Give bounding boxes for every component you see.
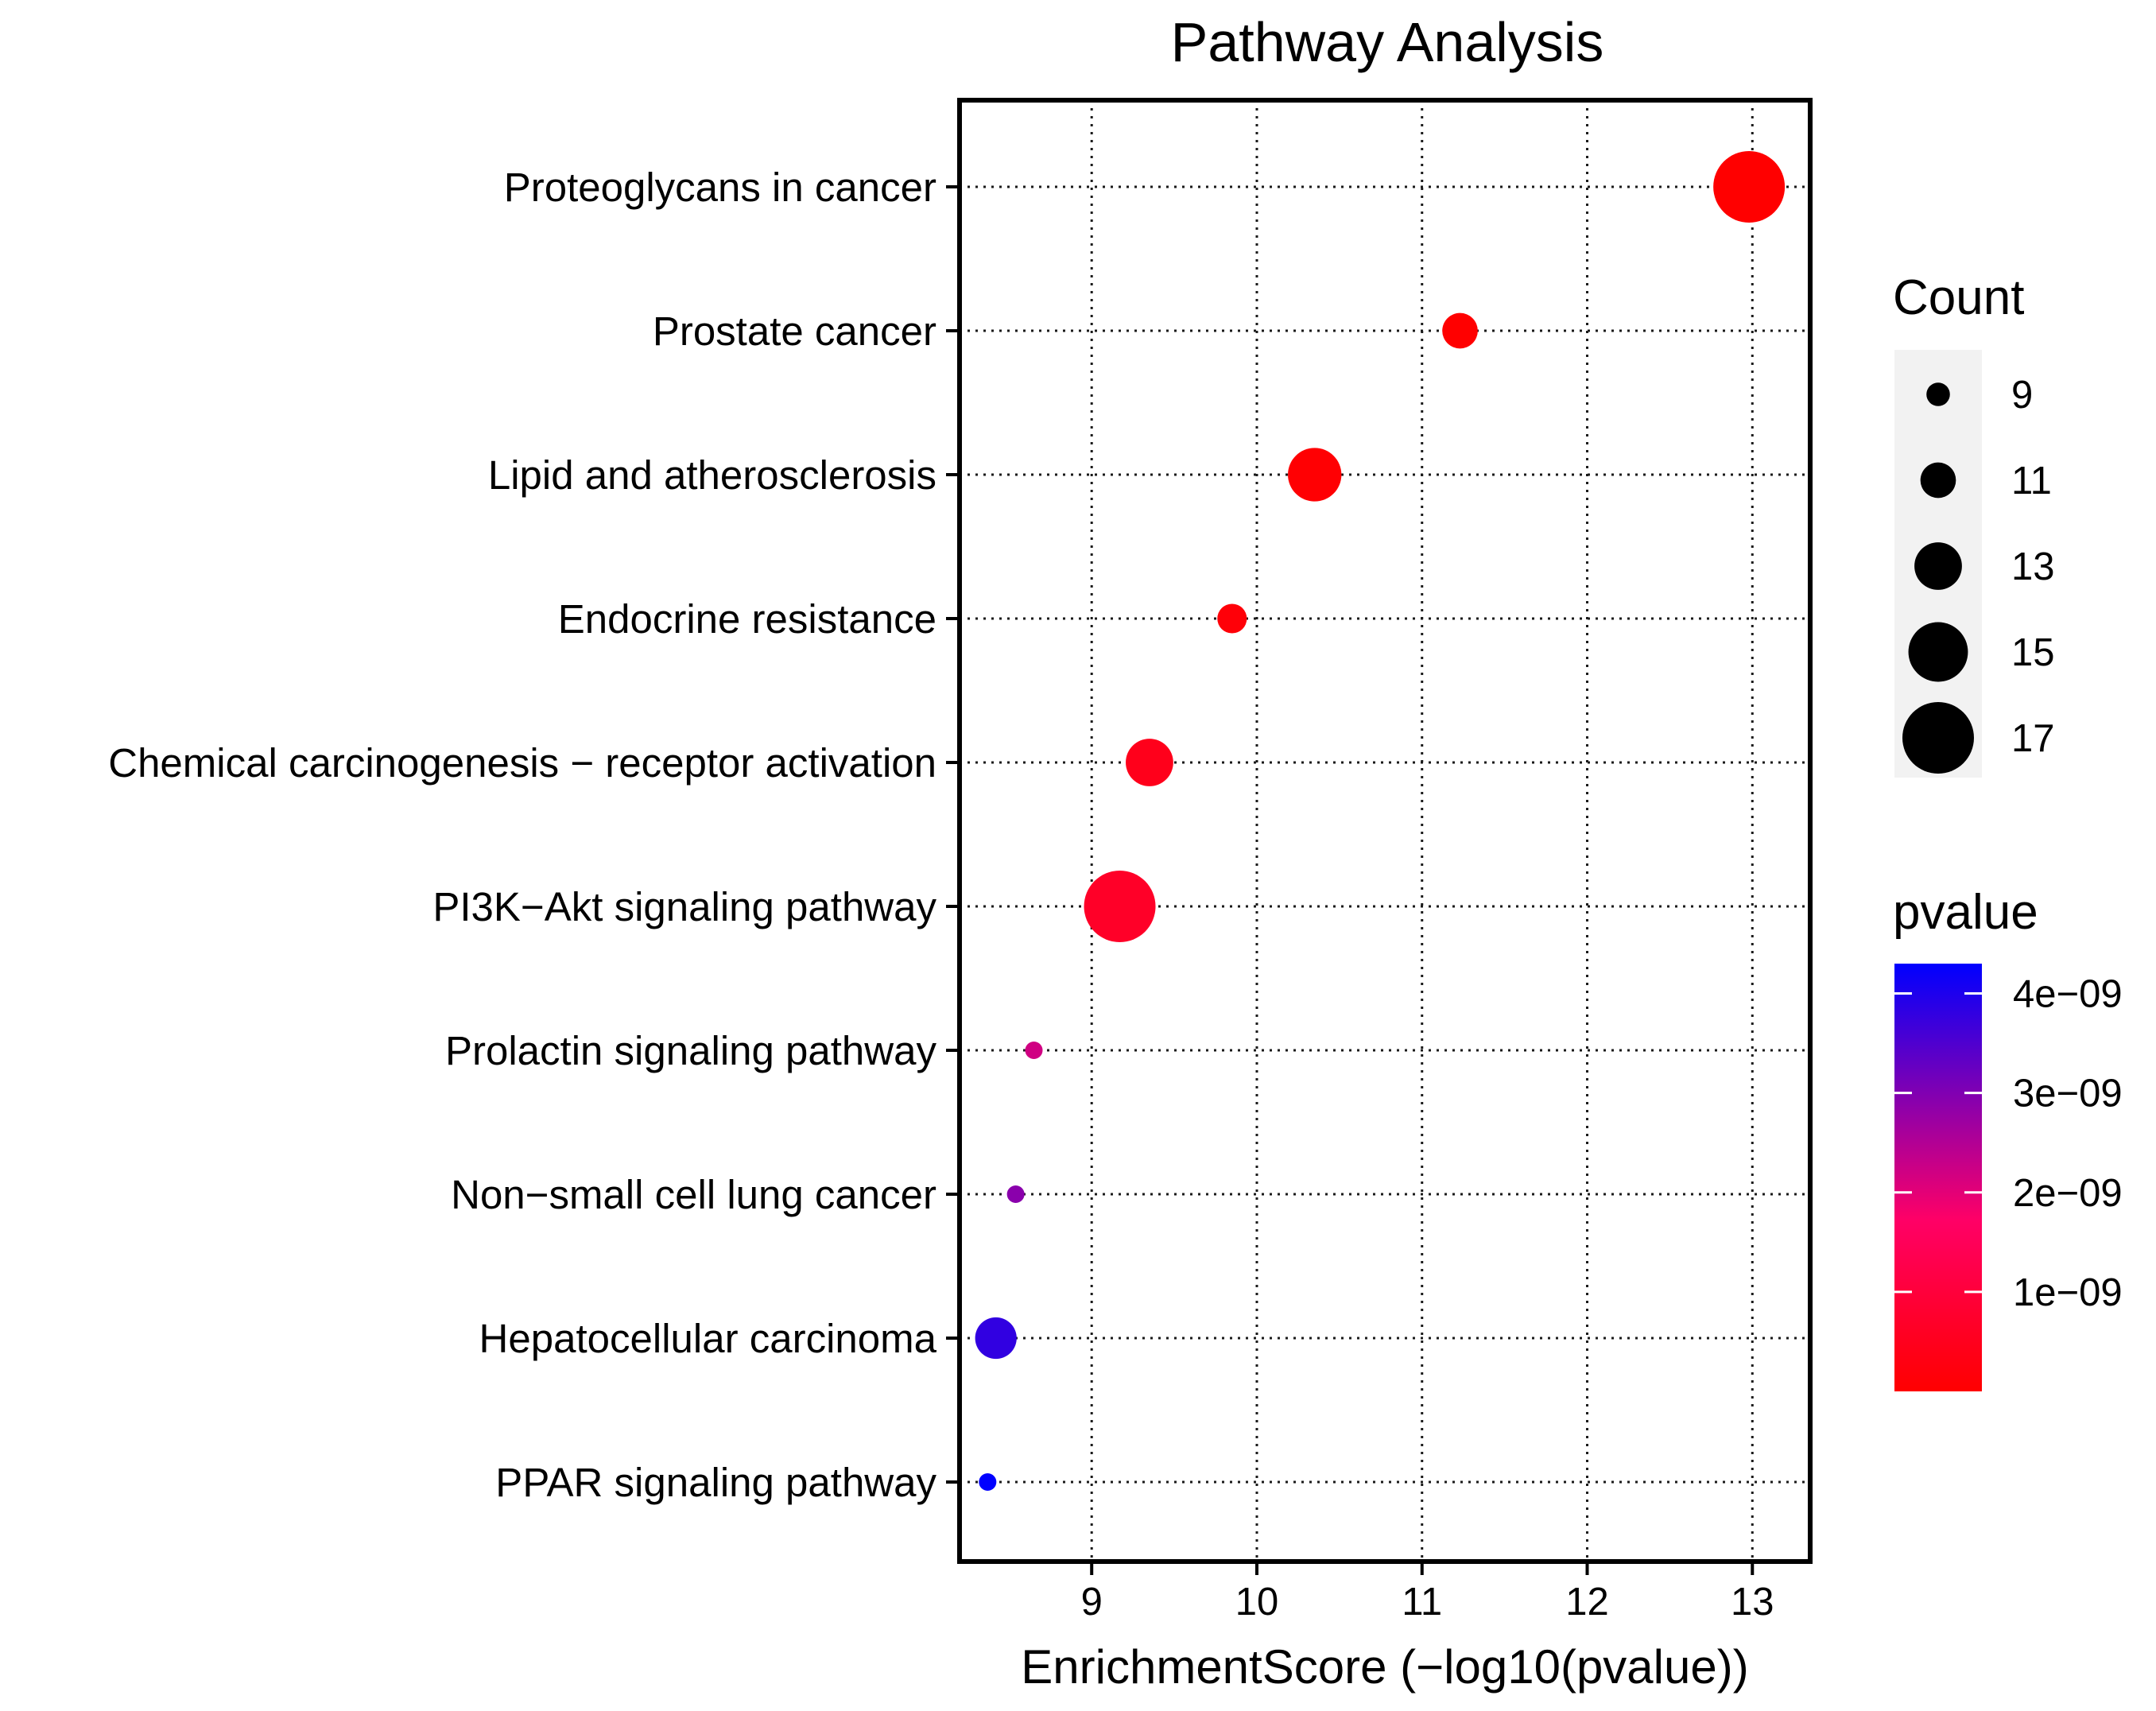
pathway-label: Prostate cancer xyxy=(653,308,936,354)
x-axis: 9 10 11 12 13 xyxy=(1081,1562,1774,1624)
count-legend-keys: 9 11 13 15 17 xyxy=(1902,374,2055,774)
x-tick-label: 12 xyxy=(1565,1581,1609,1624)
pathway-label: PPAR signaling pathway xyxy=(495,1460,936,1505)
x-tick-label: 11 xyxy=(1402,1581,1442,1624)
pathway-label: PI3K−Akt signaling pathway xyxy=(432,884,936,929)
y-axis: Proteoglycans in cancer Prostate cancer Li… xyxy=(108,165,960,1505)
count-legend-label: 9 xyxy=(2011,374,2033,417)
count-legend-title: Count xyxy=(1893,270,2024,325)
count-legend: Count 9 11 13 15 17 xyxy=(1893,270,2055,778)
pvalue-legend-label: 1e−09 xyxy=(2013,1271,2123,1314)
pathway-label: Prolactin signaling pathway xyxy=(445,1028,937,1073)
pvalue-legend-ticks: 1e−09 2e−09 3e−09 4e−09 xyxy=(1894,973,2123,1314)
y-gridlines xyxy=(960,185,1810,1484)
pathway-label: Non−small cell lung cancer xyxy=(451,1172,936,1217)
pvalue-legend-label: 3e−09 xyxy=(2013,1073,2123,1115)
pathway-point xyxy=(975,1317,1017,1360)
pathway-point xyxy=(1713,151,1786,223)
count-legend-label: 15 xyxy=(2011,631,2055,674)
pathway-point xyxy=(1126,739,1173,786)
count-legend-label: 13 xyxy=(2011,545,2055,588)
pvalue-legend-title: pvalue xyxy=(1893,885,2038,940)
pathway-label: Proteoglycans in cancer xyxy=(504,165,936,210)
pathway-point xyxy=(1442,312,1478,349)
pathway-point xyxy=(1084,871,1156,942)
count-legend-label: 11 xyxy=(2011,460,2052,502)
x-axis-title: EnrichmentScore (−log10(pvalue)) xyxy=(1021,1640,1748,1694)
count-legend-dot xyxy=(1908,622,1968,682)
pathway-label: Hepatocellular carcinoma xyxy=(479,1316,937,1361)
pathway-point xyxy=(1288,448,1342,502)
data-points xyxy=(975,151,1786,1491)
x-tick-label: 9 xyxy=(1081,1581,1103,1624)
pvalue-legend-label: 2e−09 xyxy=(2013,1172,2123,1215)
count-legend-label: 17 xyxy=(2011,717,2055,760)
x-tick-label: 10 xyxy=(1235,1581,1279,1624)
x-tick-label: 13 xyxy=(1731,1581,1774,1624)
pathway-point xyxy=(1025,1042,1043,1059)
chart-title: Pathway Analysis xyxy=(1171,11,1604,73)
pvalue-legend: pvalue 1e−09 2e−09 3e−09 4e−09 xyxy=(1893,885,2123,1391)
plot-panel-border xyxy=(957,98,1813,1564)
count-legend-dot xyxy=(1902,702,1974,774)
pathway-label: Endocrine resistance xyxy=(558,596,936,642)
pvalue-legend-label: 4e−09 xyxy=(2013,973,2123,1016)
pathway-label: Chemical carcinogenesis − receptor activ… xyxy=(108,740,936,786)
pvalue-colorbar xyxy=(1894,964,1982,1391)
count-legend-dot xyxy=(1926,382,1950,406)
pathway-label: Lipid and atherosclerosis xyxy=(488,452,936,498)
count-legend-dot xyxy=(1920,462,1956,499)
pathway-point xyxy=(1006,1185,1025,1203)
pathway-point xyxy=(1217,603,1247,634)
x-gridlines xyxy=(1090,100,1754,1562)
pathway-point xyxy=(979,1473,997,1491)
count-legend-dot xyxy=(1914,542,1962,590)
